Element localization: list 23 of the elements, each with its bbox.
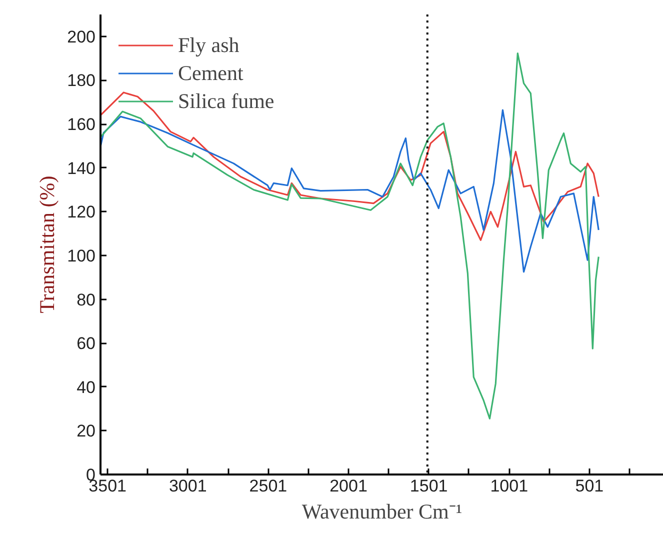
y-tick-label: 200 — [67, 27, 96, 46]
x-tick-label: 2001 — [330, 476, 368, 496]
x-axis-title: Wavenumber Cm⁻¹ — [302, 500, 462, 524]
y-axis-title: Transmittan (%) — [35, 176, 60, 314]
line-series — [100, 109, 600, 273]
y-tick-label: 140 — [67, 158, 96, 178]
y-tick-label: 120 — [67, 202, 96, 222]
y-tick-label: 160 — [67, 115, 96, 134]
y-tick-label: 40 — [76, 378, 96, 397]
y-tick-label: 60 — [76, 334, 96, 354]
line-series — [100, 92, 600, 241]
legend-label: Fly ash — [178, 32, 240, 58]
x-tick-label: 2501 — [249, 476, 288, 496]
x-tick-label: 1001 — [490, 476, 528, 496]
x-tick-label: 501 — [575, 476, 604, 496]
legend-label: Cement — [178, 60, 244, 86]
y-tick-label: 80 — [76, 290, 96, 310]
y-tick-label: 100 — [67, 246, 96, 266]
x-tick-label: 3001 — [168, 476, 207, 496]
y-tick-label: 20 — [76, 422, 96, 441]
y-tick-label: 180 — [67, 71, 96, 90]
legend-label: Silica fume — [178, 88, 274, 114]
x-tick-label: 1501 — [410, 476, 448, 496]
